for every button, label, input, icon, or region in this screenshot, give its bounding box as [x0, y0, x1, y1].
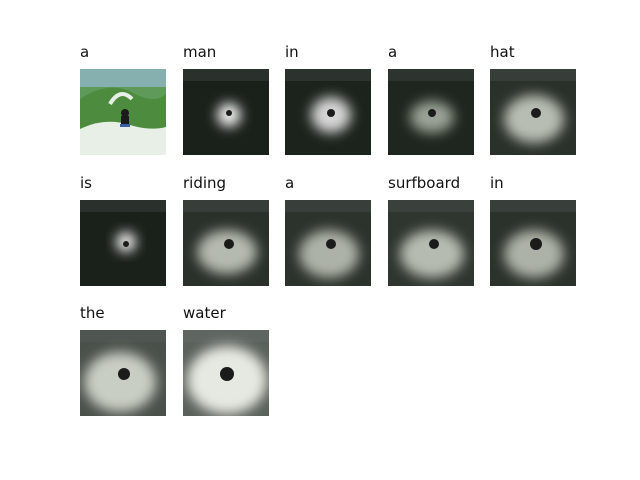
- caption-word: the: [80, 304, 105, 322]
- attention-map: [285, 200, 371, 286]
- attention-map: [80, 200, 166, 286]
- caption-word: a: [285, 174, 295, 192]
- caption-word: in: [285, 43, 299, 61]
- attention-map: [388, 69, 474, 155]
- caption-word: a: [80, 43, 90, 61]
- caption-word: water: [183, 304, 226, 322]
- attention-map: [490, 200, 576, 286]
- attention-map: [183, 330, 269, 416]
- attention-map: [285, 69, 371, 155]
- surfer-photo: [80, 69, 166, 155]
- attention-map: [183, 69, 269, 155]
- caption-word: man: [183, 43, 217, 61]
- attention-map: [388, 200, 474, 286]
- caption-word: in: [490, 174, 504, 192]
- attention-map: [80, 330, 166, 416]
- caption-word: hat: [490, 43, 515, 61]
- caption-word: a: [388, 43, 398, 61]
- attention-map: [183, 200, 269, 286]
- attention-map: [490, 69, 576, 155]
- caption-word: surfboard: [388, 174, 461, 192]
- original-image: [80, 69, 166, 155]
- caption-word: is: [80, 174, 92, 192]
- caption-word: riding: [183, 174, 227, 192]
